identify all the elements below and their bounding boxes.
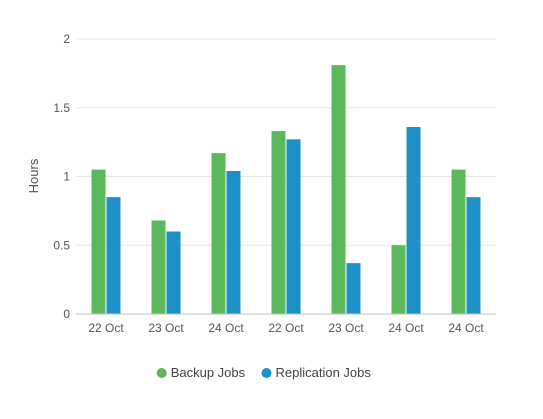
y-tick-label: 1.5 bbox=[53, 101, 70, 115]
x-tick-label: 23 Oct bbox=[328, 321, 364, 335]
x-tick-label: 23 Oct bbox=[148, 321, 184, 335]
x-tick-label: 22 Oct bbox=[268, 321, 304, 335]
x-tick-label: 22 Oct bbox=[88, 321, 124, 335]
x-tick-label: 24 Oct bbox=[208, 321, 244, 335]
bars bbox=[91, 65, 481, 314]
bar-replication-jobs bbox=[406, 127, 421, 314]
legend-item-replication-jobs[interactable]: Replication Jobs bbox=[261, 365, 372, 380]
bar-backup-jobs bbox=[91, 169, 106, 314]
x-tick-label: 24 Oct bbox=[448, 321, 484, 335]
bar-replication-jobs bbox=[346, 263, 361, 314]
bar-replication-jobs bbox=[226, 171, 241, 314]
bar-backup-jobs bbox=[391, 245, 406, 314]
y-tick-label: 0 bbox=[63, 307, 70, 321]
axes: 0 0.5 1 1.5 2 22 Oct 23 Oct 24 Oct 22 Oct 23 Oct 2… bbox=[53, 32, 496, 335]
legend-label: Backup Jobs bbox=[171, 365, 246, 380]
legend-marker bbox=[261, 368, 272, 378]
bar-replication-jobs bbox=[466, 197, 481, 314]
bar-backup-jobs bbox=[211, 153, 226, 314]
bar-replication-jobs bbox=[286, 139, 301, 314]
legend-label: Replication Jobs bbox=[276, 365, 372, 380]
grid-lines bbox=[76, 38, 496, 246]
bar-backup-jobs bbox=[331, 65, 346, 314]
y-tick-label: 2 bbox=[63, 32, 70, 46]
bar-backup-jobs bbox=[451, 169, 466, 314]
y-tick-label: 1 bbox=[63, 170, 70, 184]
legend: Backup Jobs Replication Jobs bbox=[156, 365, 372, 380]
bar-replication-jobs bbox=[166, 231, 181, 314]
bar-backup-jobs bbox=[151, 220, 166, 314]
bar-backup-jobs bbox=[271, 131, 286, 314]
x-tick-label: 24 Oct bbox=[388, 321, 424, 335]
y-axis-title: Hours bbox=[26, 158, 41, 193]
legend-item-backup-jobs[interactable]: Backup Jobs bbox=[156, 365, 246, 380]
y-tick-label: 0.5 bbox=[53, 238, 70, 252]
bar-replication-jobs bbox=[106, 197, 121, 314]
legend-marker bbox=[156, 368, 167, 378]
